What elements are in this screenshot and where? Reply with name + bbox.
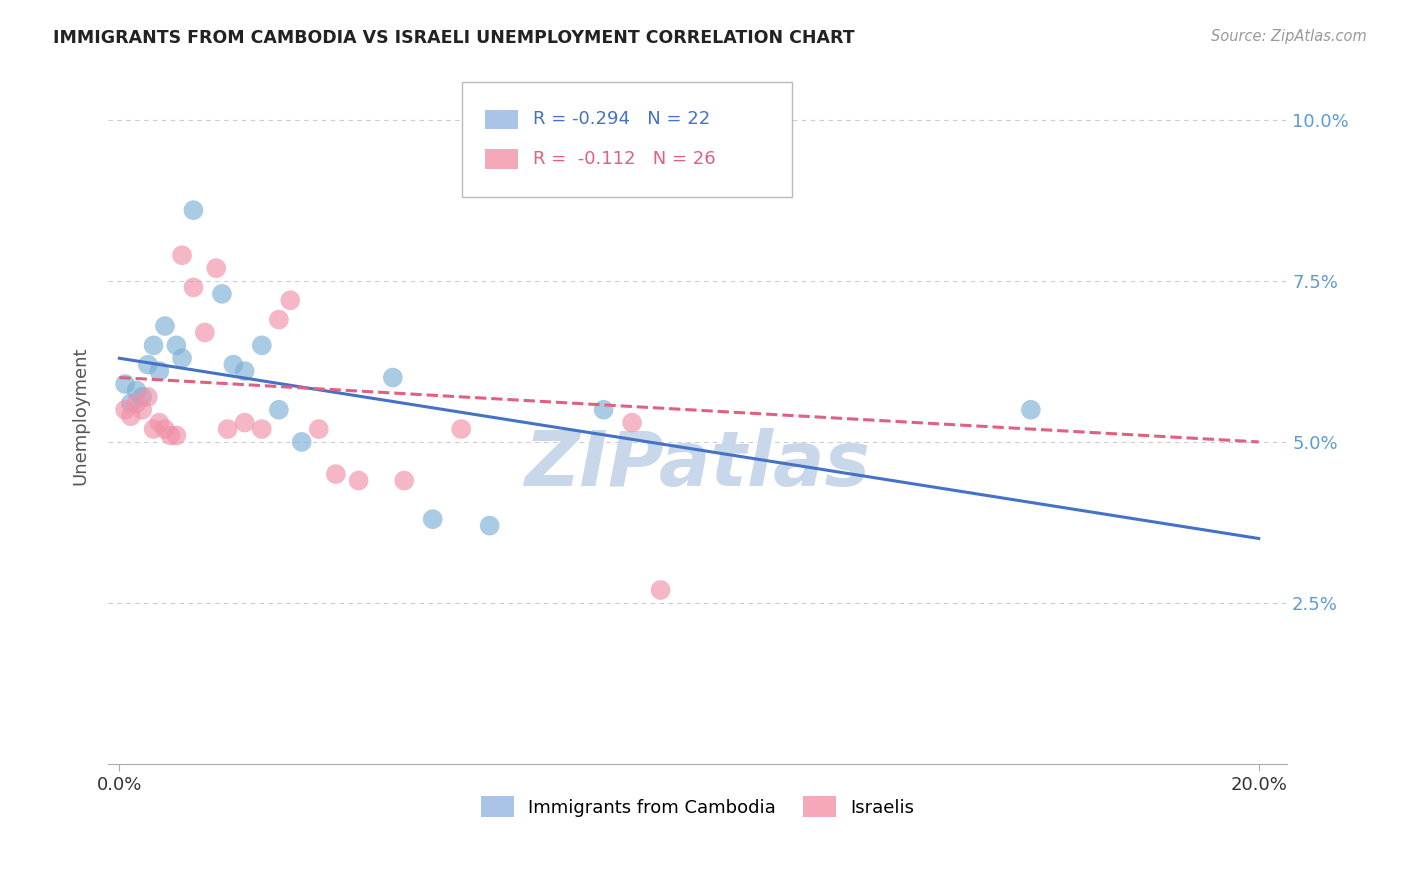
Point bbox=[267, 312, 290, 326]
Text: R =  -0.112   N = 26: R = -0.112 N = 26 bbox=[533, 150, 716, 168]
Point bbox=[233, 364, 256, 378]
Point bbox=[136, 390, 159, 404]
Point bbox=[148, 364, 170, 378]
Point bbox=[250, 338, 273, 352]
Point bbox=[592, 402, 614, 417]
Point bbox=[142, 422, 165, 436]
Point bbox=[165, 428, 187, 442]
Point bbox=[153, 422, 176, 436]
Point bbox=[422, 512, 444, 526]
Text: ZIPatlas: ZIPatlas bbox=[524, 428, 870, 502]
Point bbox=[291, 434, 314, 449]
Point bbox=[183, 280, 205, 294]
Point bbox=[621, 416, 644, 430]
Point bbox=[183, 203, 205, 218]
Point bbox=[148, 416, 170, 430]
Point bbox=[125, 384, 148, 398]
Point bbox=[1019, 402, 1042, 417]
Point bbox=[131, 402, 153, 417]
Point bbox=[278, 293, 301, 308]
Point bbox=[250, 422, 273, 436]
Point bbox=[153, 319, 176, 334]
Point bbox=[222, 358, 245, 372]
FancyBboxPatch shape bbox=[485, 110, 519, 129]
Point bbox=[381, 370, 404, 384]
Point bbox=[347, 474, 370, 488]
Point bbox=[194, 326, 217, 340]
Point bbox=[159, 428, 181, 442]
Point bbox=[131, 390, 153, 404]
Point bbox=[267, 402, 290, 417]
Text: R = -0.294   N = 22: R = -0.294 N = 22 bbox=[533, 111, 710, 128]
Point bbox=[165, 338, 187, 352]
Point bbox=[392, 474, 415, 488]
FancyBboxPatch shape bbox=[461, 82, 792, 197]
Point bbox=[478, 518, 501, 533]
Text: IMMIGRANTS FROM CAMBODIA VS ISRAELI UNEMPLOYMENT CORRELATION CHART: IMMIGRANTS FROM CAMBODIA VS ISRAELI UNEM… bbox=[53, 29, 855, 47]
Point bbox=[120, 409, 142, 424]
Point bbox=[233, 416, 256, 430]
Point bbox=[125, 396, 148, 410]
Legend: Immigrants from Cambodia, Israelis: Immigrants from Cambodia, Israelis bbox=[474, 789, 921, 824]
Point bbox=[211, 286, 233, 301]
Point bbox=[170, 248, 193, 262]
Point bbox=[114, 402, 136, 417]
Point bbox=[170, 351, 193, 366]
Point bbox=[325, 467, 347, 482]
Point bbox=[650, 582, 672, 597]
Point bbox=[308, 422, 330, 436]
FancyBboxPatch shape bbox=[485, 149, 519, 169]
Text: Source: ZipAtlas.com: Source: ZipAtlas.com bbox=[1211, 29, 1367, 45]
Y-axis label: Unemployment: Unemployment bbox=[72, 347, 89, 485]
Point bbox=[217, 422, 239, 436]
Point bbox=[114, 376, 136, 391]
Point bbox=[205, 261, 228, 276]
Point bbox=[120, 396, 142, 410]
Point bbox=[142, 338, 165, 352]
Point bbox=[136, 358, 159, 372]
Point bbox=[450, 422, 472, 436]
